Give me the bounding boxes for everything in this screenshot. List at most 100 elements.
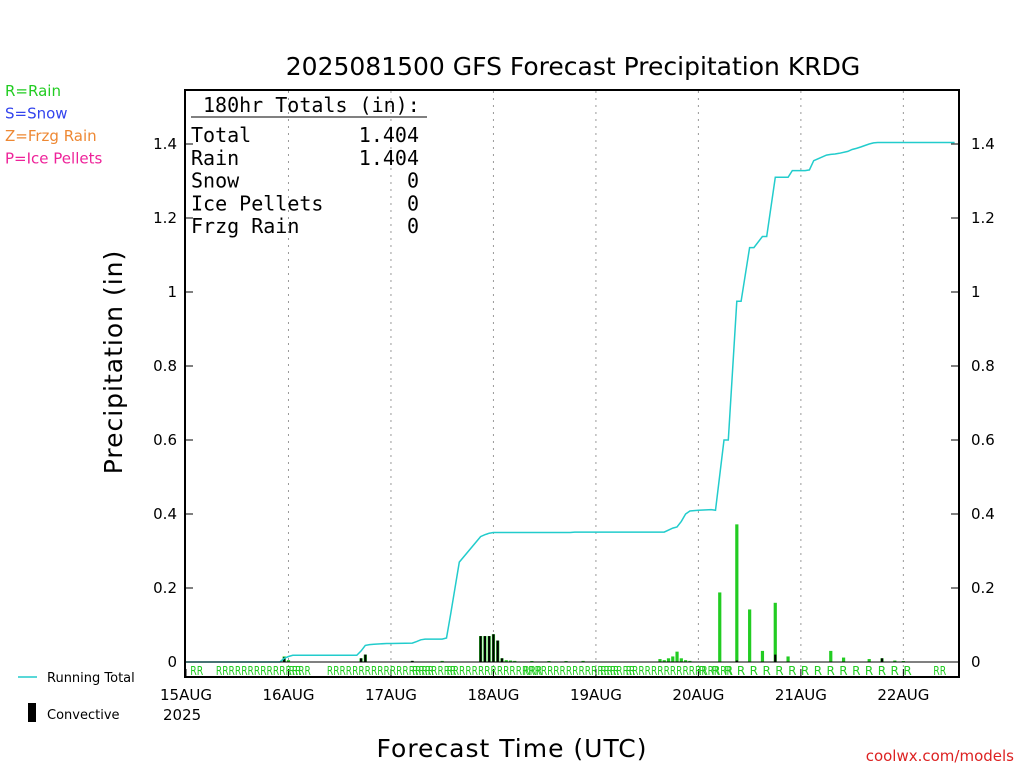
y-axis-ticks: 0 00.2 0.20.4 0.40.6 0.60.8 0.81 11.2 1.21.4 1.4 [153,135,995,671]
precip-type-mark: R [775,664,783,678]
y-tick-label-left: 0.2 [153,579,177,597]
precip-type-mark: RRRRRRRRRRRRRRRRR [327,664,434,678]
rain-bar [867,659,871,662]
rain-bar [773,602,777,662]
precip-type-mark: R [762,664,770,678]
precip-type-mark: R [711,664,719,678]
precip-type-mark: R [891,664,899,678]
y-tick-label-right: 0.4 [971,505,995,523]
convective-bar [735,660,738,662]
precip-type-mark: RRRRRRRRRRRRRRR [216,664,311,678]
x-tick-label: 20AUG [672,686,724,704]
y-tick-label-left: 1.2 [153,209,177,227]
totals-row-value: 1.404 [359,123,419,147]
rain-bar [508,660,513,662]
convective-legend-swatch [28,703,36,722]
convective-bar [359,658,363,662]
convective-bar [488,636,491,662]
precip-type-mark: R [903,664,911,678]
y-tick-label-left: 0.6 [153,431,177,449]
rain-bar [513,660,517,662]
x-tick-label: 18AUG [467,686,519,704]
rain-bar [718,592,722,662]
precip-type-mark: RRRRRRRRRRRRR [553,664,635,678]
precip-type-legend: R=Rain S=Snow Z=Frzg Rain P=Ice Pellets [5,82,102,168]
totals-row-label: Snow [191,169,240,193]
precip-type-mark: R [814,664,822,678]
rain-bar [688,660,692,662]
x-tick-label: 17AUG [365,686,417,704]
precip-type-mark: R [737,664,745,678]
precip-type-mark: R [801,664,809,678]
x-tick-label: 16AUG [263,686,315,704]
x-tick-label: 15AUG [160,686,212,704]
rain-bar [675,651,679,662]
y-tick-label-right: 0.8 [971,357,995,375]
chart-title: 2025081500 GFS Forecast Precipitation KR… [286,52,860,81]
precip-type-mark: R [698,664,706,678]
precip-type-legend-entry: R=Rain [5,82,61,100]
totals-row-value: 0 [407,214,419,238]
precip-type-mark: R [827,664,835,678]
y-tick-label-right: 1.4 [971,135,995,153]
precip-type-mark: RRRRRRRRRRRRRRRRR [446,664,553,678]
precip-type-legend-entry: Z=Frzg Rain [5,127,97,145]
rain-bar [679,658,683,662]
precip-type-legend-entry: P=Ice Pellets [5,150,102,168]
precip-type-mark: RR [288,664,301,678]
y-tick-label-right: 1.2 [971,209,995,227]
x-axis-year-label: 2025 [163,706,201,724]
convective-bar [880,658,884,662]
rain-bar [666,658,671,662]
convective-bar [364,654,367,662]
convective-bar [283,657,286,662]
y-tick-label-right: 1 [971,283,981,301]
totals-box: 180hr Totals (in): Total 1.404 Rain 1.404 Sn… [191,93,427,238]
convective-bar [496,640,499,662]
totals-header: 180hr Totals (in): [203,93,420,117]
precip-type-mark: R [865,664,873,678]
convective-bar [500,658,504,662]
y-tick-label-right: 0.2 [971,579,995,597]
plot-frame [184,89,960,678]
rain-bar [786,656,790,662]
convective-bar [492,634,495,662]
totals-row-value: 0 [407,191,419,215]
gridlines [287,91,904,676]
rain-bar [658,659,662,662]
totals-row-value: 0 [407,169,419,193]
convective-bar [774,654,777,662]
rain-bar [662,660,666,662]
precip-bars [282,524,905,662]
rain-bar [440,660,444,662]
rain-bar [286,660,291,662]
precip-type-marks: RR RRRRRRRRRRRRRRRRR RRRRRRRRRRRRRRRRRRRRR… [190,664,946,678]
totals-row-value: 1.404 [359,146,419,170]
precip-type-mark: RR [190,664,203,678]
rain-bar [671,656,675,662]
rain-bar [735,524,739,662]
convective-bar [479,636,482,662]
y-tick-label-left: 0.8 [153,357,177,375]
running-total-series [186,141,955,663]
rain-bar [841,657,846,662]
precip-type-mark: R [750,664,758,678]
precip-type-mark: R [852,664,860,678]
convective-legend-label: Convective [47,708,120,723]
y-tick-label-left: 1.4 [153,135,177,153]
y-tick-label-left: 0 [167,653,177,671]
x-tick-label: 22AUG [877,686,929,704]
y-tick-label-left: 0.4 [153,505,177,523]
precip-type-mark: R [839,664,847,678]
rain-bar [683,660,688,662]
x-axis-title: Forecast Time (UTC) [377,734,648,763]
precip-type-mark: RRR [523,664,542,678]
x-axis-ticks: 15AUG 16AUG 17AUG 18AUG 19AUG 20AUG 21AUG 22AUG [160,669,929,704]
y-axis-title: Precipitation (in) [99,250,128,475]
x-tick-label: 19AUG [570,686,622,704]
totals-row-label: Total [191,123,251,147]
precip-type-legend-entry: S=Snow [5,105,68,123]
convective-bar [483,636,486,662]
totals-row-label: Rain [191,146,239,170]
